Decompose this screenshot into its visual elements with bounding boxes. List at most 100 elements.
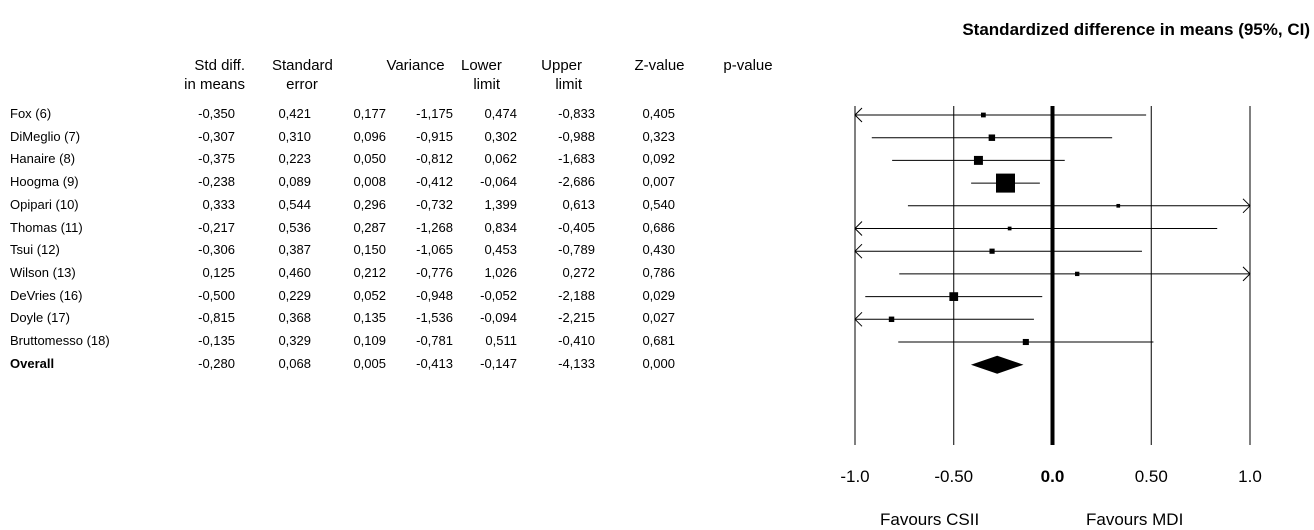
cell-variance: 0,109 <box>353 333 386 348</box>
ci-arrow-left <box>854 243 863 259</box>
column-header-line: Lower <box>461 57 502 74</box>
x-tick-label: 0.0 <box>1041 467 1065 486</box>
column-header-line: Variance <box>386 57 445 74</box>
cell-variance: 0,212 <box>353 264 386 280</box>
study-name: DiMeglio (7) <box>10 128 81 144</box>
x-tick-label: 1.0 <box>1238 467 1262 486</box>
cell-std_diff: -0,238 <box>198 174 235 190</box>
study-name: Doyle (17) <box>10 310 70 326</box>
cell-upper: 0,511 <box>485 333 517 348</box>
cell-se: 0,089 <box>278 174 311 190</box>
cell-variance: 0,296 <box>353 196 386 212</box>
cell-upper: 0,453 <box>484 242 517 258</box>
overall-label: Overall <box>10 355 55 371</box>
cell-lower: -1,536 <box>416 310 453 326</box>
cell-z: -2,686 <box>558 174 595 190</box>
cell-z: -0,410 <box>558 333 595 348</box>
cell-upper: -0,094 <box>480 310 517 326</box>
column-header-line: error <box>286 76 318 93</box>
cell-p: 0,007 <box>642 174 675 190</box>
cell-lower: -0,412 <box>416 174 453 190</box>
column-header-line: Z-value <box>634 57 685 74</box>
cell-p: 0,540 <box>642 196 675 212</box>
cell-variance: 0,008 <box>353 174 386 190</box>
cell-lower: -0,948 <box>416 287 453 303</box>
cell-z: -2,215 <box>558 310 595 326</box>
point-estimate-square <box>1007 226 1012 231</box>
cell-se: 0,460 <box>278 264 311 280</box>
cell-std_diff: -0,815 <box>198 310 235 326</box>
cell-se: 0,544 <box>278 196 311 212</box>
point-estimate-square <box>973 155 983 165</box>
cell-z: -1,683 <box>558 151 595 167</box>
cell-p: 0,092 <box>642 151 675 167</box>
cell-std_diff: -0,375 <box>198 151 235 167</box>
ci-arrow-left <box>854 221 863 236</box>
cell-p: 0,029 <box>642 287 675 303</box>
study-name: Hanaire (8) <box>10 151 76 167</box>
x-tick-label: -1.0 <box>840 467 869 486</box>
ci-arrow-right <box>1242 198 1251 214</box>
cell-std_diff: -0,280 <box>198 355 235 371</box>
cell-std_diff: -0,135 <box>198 333 235 348</box>
column-header-line: Std diff. <box>194 57 245 74</box>
cell-lower: -1,175 <box>416 106 453 121</box>
column-header-z: Z-value <box>621 56 698 75</box>
cell-lower: -0,915 <box>416 128 453 144</box>
point-estimate-square <box>1116 203 1121 208</box>
cell-se: 0,229 <box>278 287 311 303</box>
study-name: Fox (6) <box>10 106 52 121</box>
favours-right-label: Favours MDI <box>1086 510 1184 529</box>
cell-p: 0,405 <box>642 106 675 121</box>
cell-variance: 0,135 <box>353 310 386 326</box>
point-estimate-square <box>989 248 995 254</box>
cell-upper: 0,062 <box>484 151 517 167</box>
cell-z: 0,613 <box>562 196 595 212</box>
cell-variance: 0,050 <box>353 151 386 167</box>
column-header-se: Standard error <box>272 56 333 94</box>
cell-upper: -0,052 <box>480 287 517 303</box>
cell-se: 0,068 <box>278 355 311 371</box>
cell-se: 0,421 <box>278 106 311 121</box>
cell-std_diff: 0,333 <box>202 196 235 212</box>
cell-se: 0,536 <box>278 219 311 235</box>
cell-variance: 0,005 <box>353 355 386 371</box>
cell-upper: 0,302 <box>484 128 517 144</box>
ci-arrow-right <box>1242 266 1251 282</box>
column-header-line: Standard <box>272 57 333 74</box>
column-header-lower: Lower limit <box>461 56 502 94</box>
study-name: Hoogma (9) <box>10 174 79 190</box>
study-name: Opipari (10) <box>10 196 79 212</box>
cell-p: 0,027 <box>642 310 675 326</box>
point-estimate-square <box>1075 271 1080 277</box>
cell-std_diff: 0,125 <box>202 264 235 280</box>
cell-std_diff: -0,500 <box>198 287 235 303</box>
column-header-line: Upper <box>541 57 582 74</box>
cell-p: 0,681 <box>642 333 675 348</box>
cell-lower: -0,812 <box>416 151 453 167</box>
column-header-line: limit <box>555 76 582 93</box>
cell-variance: 0,177 <box>353 106 386 121</box>
point-estimate-square <box>949 292 959 301</box>
study-name: Tsui (12) <box>10 242 60 258</box>
cell-variance: 0,096 <box>353 128 386 144</box>
cell-p: 0,686 <box>642 219 675 235</box>
cell-se: 0,223 <box>278 151 311 167</box>
cell-upper: -0,064 <box>480 174 517 190</box>
column-header-upper: Upper limit <box>541 56 582 94</box>
cell-p: 0,786 <box>642 264 675 280</box>
point-estimate-square <box>888 316 895 323</box>
cell-upper: 0,834 <box>484 219 517 235</box>
column-header-line: limit <box>473 76 500 93</box>
cell-variance: 0,150 <box>353 242 386 258</box>
point-estimate-square <box>980 112 986 118</box>
favours-left-label: Favours CSII <box>880 510 980 529</box>
overall-diamond <box>970 355 1024 374</box>
cell-lower: -1,065 <box>416 242 453 258</box>
cell-lower: -0,732 <box>416 196 453 212</box>
column-header-line: p-value <box>723 57 773 74</box>
point-estimate-square <box>988 134 996 141</box>
point-estimate-square <box>1022 338 1029 346</box>
